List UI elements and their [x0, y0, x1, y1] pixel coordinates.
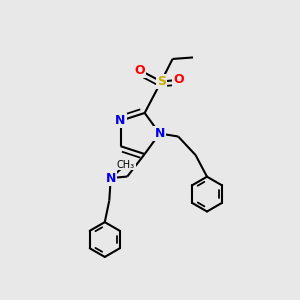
Text: O: O — [134, 64, 145, 76]
Text: CH₃: CH₃ — [117, 160, 135, 170]
Text: N: N — [154, 127, 165, 140]
Text: N: N — [115, 114, 126, 127]
Text: S: S — [157, 75, 166, 88]
Text: O: O — [173, 74, 184, 86]
Text: N: N — [106, 172, 116, 184]
